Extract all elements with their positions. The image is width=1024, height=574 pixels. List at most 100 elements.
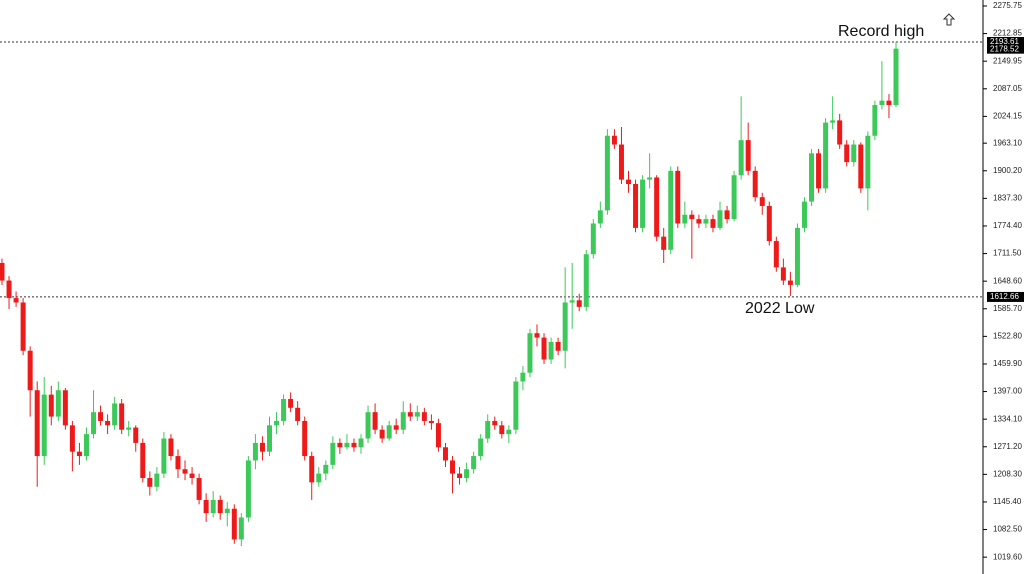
candle-body <box>745 140 751 171</box>
candle-body <box>576 300 582 307</box>
candle-body <box>266 425 272 452</box>
candle-body <box>231 508 237 540</box>
candle-body <box>541 337 547 360</box>
candle-body <box>288 399 294 408</box>
candle-body <box>485 420 491 439</box>
candle-body <box>457 473 463 478</box>
y-tick-label: 1082.50 <box>993 525 1022 534</box>
candle-body <box>682 214 688 224</box>
level-price-box <box>987 37 1024 48</box>
candle-body <box>879 100 885 106</box>
candle-body <box>358 438 364 448</box>
candle-body <box>478 438 484 457</box>
candle-body <box>837 120 843 145</box>
candle-body <box>210 499 216 514</box>
candle-body <box>816 153 822 189</box>
candle-body <box>562 302 568 351</box>
candle-body <box>98 412 104 421</box>
candle-body <box>506 429 512 435</box>
candle-body <box>147 477 153 487</box>
candle-body <box>872 105 878 136</box>
candle-body <box>611 135 617 145</box>
candle-body <box>365 412 371 439</box>
candle-body <box>794 227 800 285</box>
candle-body <box>0 262 5 281</box>
candle-body <box>520 372 526 382</box>
last-price-label: 2178.52 <box>990 44 1019 53</box>
y-tick-label: 2212.85 <box>993 29 1022 38</box>
y-tick-label: 1145.40 <box>993 497 1022 506</box>
candle-body <box>717 210 723 228</box>
candle-body <box>787 280 793 285</box>
candle-body <box>724 210 730 220</box>
level-price-label: 1612.66 <box>990 292 1019 301</box>
candle-body <box>302 420 308 457</box>
candle-body <box>330 442 336 465</box>
candle-body <box>442 447 448 461</box>
level-price-label: 2193.61 <box>990 37 1019 46</box>
y-tick-label: 1459.90 <box>993 359 1022 368</box>
candle-body <box>597 210 603 224</box>
candle-body <box>654 177 660 237</box>
y-tick-label: 1019.60 <box>993 552 1022 561</box>
candle-body <box>766 205 772 242</box>
candle-body <box>224 508 230 514</box>
y-tick-label: 2275.75 <box>993 1 1022 10</box>
arrow-icon[interactable] <box>942 13 956 26</box>
candle-body <box>27 350 33 391</box>
y-tick-label: 1585.70 <box>993 304 1022 313</box>
candle-body <box>48 394 54 417</box>
candle-body <box>675 170 681 224</box>
candle-body <box>295 407 301 421</box>
candle-body <box>323 464 329 474</box>
candle-body <box>450 460 456 474</box>
candle-body <box>527 333 533 373</box>
candle-body <box>281 399 287 421</box>
candle-body <box>689 214 695 220</box>
candle-body <box>640 179 646 228</box>
candle-body <box>548 341 554 360</box>
candle-body <box>844 144 850 163</box>
candle-body <box>55 390 61 417</box>
candle-body <box>62 390 68 426</box>
candle-body <box>140 442 146 478</box>
candle-body <box>499 425 505 435</box>
level-price-box <box>987 291 1024 302</box>
candle-body <box>252 442 258 461</box>
scroll-icon[interactable] <box>942 13 956 26</box>
candle-body <box>830 120 836 123</box>
candle-body <box>464 469 470 478</box>
candle-body <box>773 241 779 268</box>
candle-body <box>238 517 244 540</box>
candle-body <box>647 177 653 180</box>
candle-body <box>133 427 139 443</box>
candle-body <box>309 456 315 483</box>
y-tick-label: 1774.40 <box>993 221 1022 230</box>
candle-body <box>661 236 667 250</box>
candle-body <box>168 438 174 457</box>
candle-body <box>731 175 737 220</box>
candle-body <box>393 425 399 430</box>
candle-body <box>189 473 195 478</box>
candle-body <box>119 403 125 430</box>
candle-body <box>823 122 829 189</box>
annotation: Record high <box>838 23 924 40</box>
y-tick-label: 2087.05 <box>993 84 1022 93</box>
y-tick-label: 1271.20 <box>993 442 1022 451</box>
y-tick-label: 1963.10 <box>993 138 1022 147</box>
candle-body <box>668 170 674 250</box>
candle-body <box>759 197 765 206</box>
candle-body <box>386 425 392 439</box>
y-tick-label: 1900.20 <box>993 166 1022 175</box>
candle-body <box>703 219 709 224</box>
candle-body <box>259 442 265 452</box>
candle-body <box>379 429 385 439</box>
candle-body <box>316 473 322 483</box>
candle-body <box>217 499 223 514</box>
candle-body <box>351 442 357 448</box>
y-tick-label: 1334.10 <box>993 414 1022 423</box>
candle-body <box>626 179 632 185</box>
candle-body <box>738 140 744 176</box>
